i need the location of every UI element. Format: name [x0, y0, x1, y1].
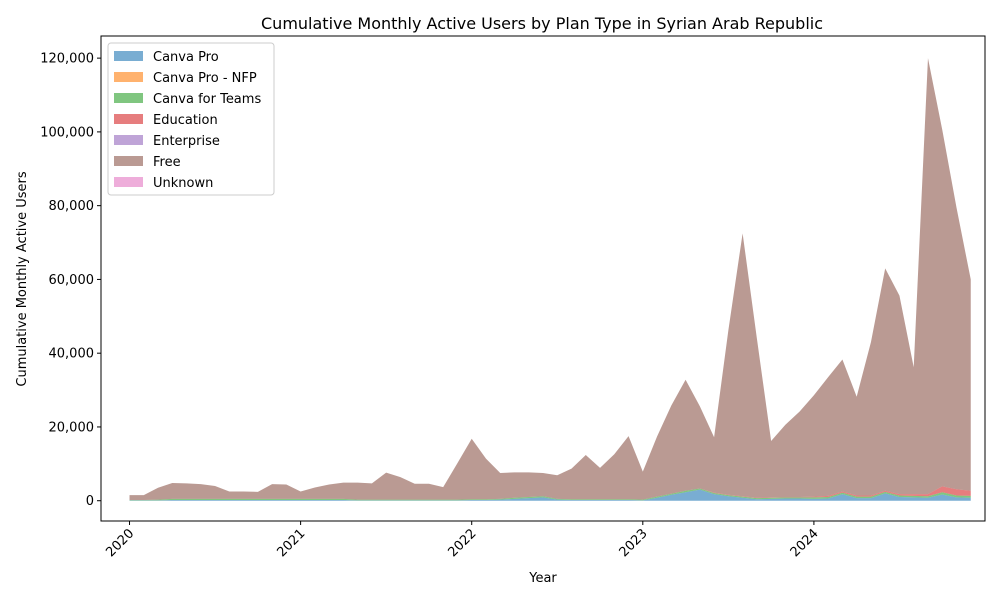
y-tick-label: 0	[86, 494, 94, 509]
legend-box	[107, 42, 275, 196]
legend-label: Free	[153, 155, 181, 170]
x-tick-label: 2022	[446, 526, 480, 560]
chart-title: Cumulative Monthly Active Users by Plan …	[261, 14, 823, 33]
legend-swatch	[114, 156, 143, 166]
x-axis: 2020 2021 2022 2023 2024	[103, 521, 822, 560]
legend-swatch	[114, 114, 143, 124]
legend-swatch	[114, 135, 143, 145]
area-series-5	[129, 58, 971, 500]
legend-swatch	[114, 177, 143, 187]
plot-areas	[129, 58, 971, 501]
x-tick-label: 2021	[274, 526, 308, 560]
plot-frame	[100, 35, 986, 522]
legend: Canva Pro Canva Pro - NFP Canva for Teams E…	[107, 42, 275, 196]
y-tick-label: 20,000	[49, 420, 95, 435]
y-axis-label: Cumulative Monthly Active Users	[15, 171, 30, 386]
legend-swatch	[114, 51, 143, 61]
legend-label: Enterprise	[153, 134, 220, 149]
legend-label: Canva Pro - NFP	[153, 71, 257, 86]
x-tick-label: 2023	[617, 526, 651, 560]
y-tick-label: 80,000	[49, 199, 95, 214]
legend-swatch	[114, 72, 143, 82]
legend-label: Unknown	[153, 176, 213, 191]
y-tick-label: 120,000	[40, 52, 94, 67]
y-tick-label: 60,000	[49, 273, 95, 288]
y-tick-label: 100,000	[40, 125, 94, 140]
legend-label: Canva for Teams	[153, 92, 261, 107]
x-tick-label: 2020	[103, 526, 137, 560]
legend-label: Canva Pro	[153, 50, 219, 65]
y-tick-label: 40,000	[49, 347, 95, 362]
legend-swatch	[114, 93, 143, 103]
legend-label: Education	[153, 113, 218, 128]
x-tick-label: 2024	[788, 526, 822, 560]
area-series-0	[129, 489, 971, 501]
x-axis-label: Year	[528, 571, 557, 586]
area-series-2	[129, 488, 971, 501]
y-axis: 0 20,000 40,000 60,000 80,000 100,000 120,000	[40, 52, 101, 509]
